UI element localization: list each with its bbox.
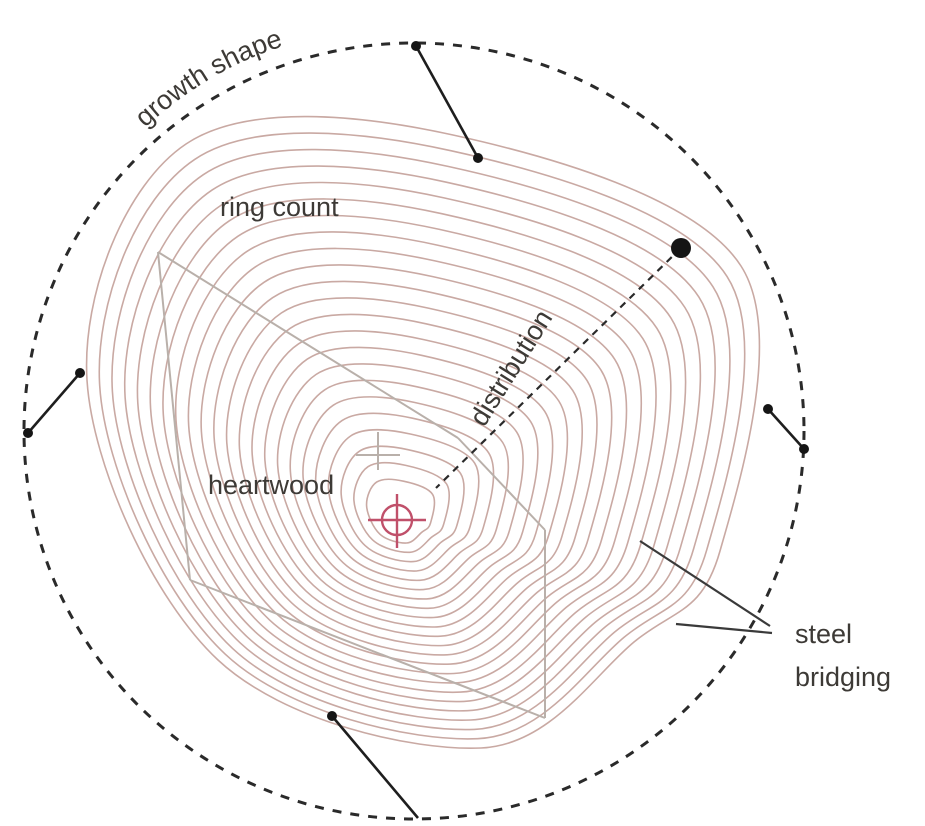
steel-pointer-lower	[675, 622, 773, 635]
frame-bottom-edge	[189, 579, 546, 719]
arrow-left-dot-start	[23, 428, 33, 438]
growth-ring-2	[353, 461, 450, 554]
label-growth-shape: growth shape	[129, 23, 285, 132]
growth-ring-12	[225, 297, 598, 647]
growth-ring-7	[289, 379, 524, 600]
growth-ring-16	[174, 231, 657, 684]
growth-ring-22	[98, 132, 746, 740]
distribution-pointer	[435, 247, 682, 489]
pith-center-marker	[368, 494, 426, 548]
growth-ring-14	[200, 264, 628, 665]
arrow-top-dot-end	[473, 153, 483, 163]
growth-ring-18	[149, 198, 687, 703]
label-distribution: distribution	[464, 305, 559, 432]
growth-ring-4	[327, 429, 480, 572]
growth-ring-21	[111, 148, 731, 731]
growth-shape-boundary	[22, 41, 806, 821]
arrow-right	[767, 408, 805, 450]
growth-ring-3	[340, 445, 465, 563]
distribution-dot	[671, 238, 691, 258]
arrow-left	[27, 372, 81, 434]
growth-ring-11	[238, 313, 584, 638]
arrow-bottom-dot-start	[327, 711, 337, 721]
growth-ring-19	[136, 181, 702, 712]
growth-ring-1	[365, 478, 436, 544]
arrow-right-dot-start	[763, 404, 773, 414]
growth-ring-23	[85, 115, 761, 749]
label-bridging: bridging	[795, 662, 891, 692]
steel-pointer-upper	[639, 540, 771, 627]
arrow-left-dot-end	[75, 368, 85, 378]
label-ring-count: ring count	[220, 192, 339, 222]
growth-ring-6	[302, 396, 510, 591]
growth-ring-20	[123, 165, 716, 721]
frame-left-edge	[157, 251, 191, 581]
label-steel: steel	[795, 619, 852, 649]
growth-ring-13	[213, 280, 613, 656]
growth-ring-9	[264, 346, 554, 619]
frame-inner-edge	[457, 437, 546, 531]
growth-ring-17	[162, 214, 672, 694]
arrow-right-dot-end	[799, 444, 809, 454]
arrow-top	[414, 45, 480, 159]
annotation-arrows	[23, 41, 809, 819]
frame-top-edge	[157, 251, 459, 439]
growth-ring-8	[276, 363, 539, 610]
bridging-frame	[157, 251, 546, 719]
arrow-top-dot-start	[411, 41, 421, 51]
growth-ring-15	[187, 247, 642, 675]
growth-rings	[85, 115, 761, 749]
label-heartwood: heartwood	[208, 470, 334, 500]
arrow-bottom	[331, 715, 419, 819]
growth-ring-5	[314, 412, 495, 582]
heartwood-marks	[356, 432, 426, 548]
growth-ring-10	[251, 330, 569, 628]
